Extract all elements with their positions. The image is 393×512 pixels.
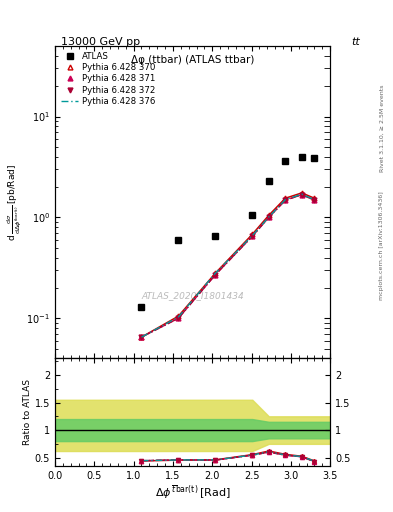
- Y-axis label: $\mathrm{d}\,\frac{\mathrm{d}\sigma}{\mathrm{d}\Delta\phi^{\mathrm{tbar(t)}}}\,[: $\mathrm{d}\,\frac{\mathrm{d}\sigma}{\ma…: [6, 164, 24, 241]
- Line: Pythia 6.428 376: Pythia 6.428 376: [141, 194, 314, 337]
- Text: Δφ (ttbar) (ATLAS ttbar): Δφ (ttbar) (ATLAS ttbar): [131, 55, 254, 66]
- Pythia 6.428 371: [176, 315, 181, 322]
- Pythia 6.428 370: [299, 190, 304, 196]
- Pythia 6.428 371: [213, 272, 218, 278]
- ATLAS: [176, 237, 181, 243]
- Pythia 6.428 370: [139, 334, 144, 340]
- Pythia 6.428 371: [139, 334, 144, 340]
- Line: Pythia 6.428 371: Pythia 6.428 371: [139, 193, 317, 339]
- Pythia 6.428 372: [312, 197, 317, 203]
- ATLAS: [266, 178, 271, 184]
- Pythia 6.428 376: [312, 197, 317, 203]
- Pythia 6.428 376: [283, 197, 288, 203]
- Pythia 6.428 376: [139, 334, 144, 340]
- Text: 13000 GeV pp: 13000 GeV pp: [61, 37, 140, 47]
- Line: ATLAS: ATLAS: [138, 154, 318, 310]
- ATLAS: [299, 154, 304, 160]
- Pythia 6.428 370: [213, 270, 218, 276]
- Pythia 6.428 372: [283, 197, 288, 203]
- Pythia 6.428 376: [176, 314, 181, 320]
- Line: Pythia 6.428 370: Pythia 6.428 370: [139, 190, 317, 339]
- X-axis label: $\Delta\phi^{\,\overline{t}\mathrm{bar(t)}}\,[\mathrm{Rad}]$: $\Delta\phi^{\,\overline{t}\mathrm{bar(t…: [155, 483, 230, 501]
- ATLAS: [312, 155, 317, 161]
- ATLAS: [250, 212, 255, 218]
- Pythia 6.428 370: [250, 231, 255, 238]
- Text: ATLAS_2020_I1801434: ATLAS_2020_I1801434: [141, 291, 244, 301]
- Pythia 6.428 372: [299, 191, 304, 198]
- Pythia 6.428 370: [283, 195, 288, 201]
- Pythia 6.428 371: [312, 197, 317, 203]
- Text: mcplots.cern.ch [arXiv:1306.3436]: mcplots.cern.ch [arXiv:1306.3436]: [380, 191, 384, 300]
- Text: tt: tt: [351, 37, 360, 47]
- Pythia 6.428 372: [266, 215, 271, 221]
- Pythia 6.428 371: [299, 191, 304, 198]
- Pythia 6.428 372: [250, 233, 255, 239]
- Legend: ATLAS, Pythia 6.428 370, Pythia 6.428 371, Pythia 6.428 372, Pythia 6.428 376: ATLAS, Pythia 6.428 370, Pythia 6.428 37…: [59, 50, 157, 108]
- Pythia 6.428 372: [176, 315, 181, 322]
- Pythia 6.428 376: [250, 232, 255, 239]
- Pythia 6.428 371: [250, 233, 255, 239]
- Pythia 6.428 372: [213, 272, 218, 278]
- ATLAS: [213, 233, 218, 239]
- Text: Rivet 3.1.10, ≥ 2.5M events: Rivet 3.1.10, ≥ 2.5M events: [380, 84, 384, 172]
- Pythia 6.428 376: [213, 270, 218, 276]
- Y-axis label: Ratio to ATLAS: Ratio to ATLAS: [23, 379, 32, 445]
- Pythia 6.428 376: [299, 191, 304, 197]
- ATLAS: [283, 158, 288, 164]
- ATLAS: [139, 304, 144, 310]
- Pythia 6.428 372: [139, 334, 144, 340]
- Pythia 6.428 371: [283, 197, 288, 203]
- Pythia 6.428 370: [266, 212, 271, 218]
- Line: Pythia 6.428 372: Pythia 6.428 372: [139, 193, 317, 339]
- Pythia 6.428 370: [312, 195, 317, 201]
- Pythia 6.428 370: [176, 313, 181, 319]
- Pythia 6.428 371: [266, 215, 271, 221]
- Pythia 6.428 376: [266, 214, 271, 220]
